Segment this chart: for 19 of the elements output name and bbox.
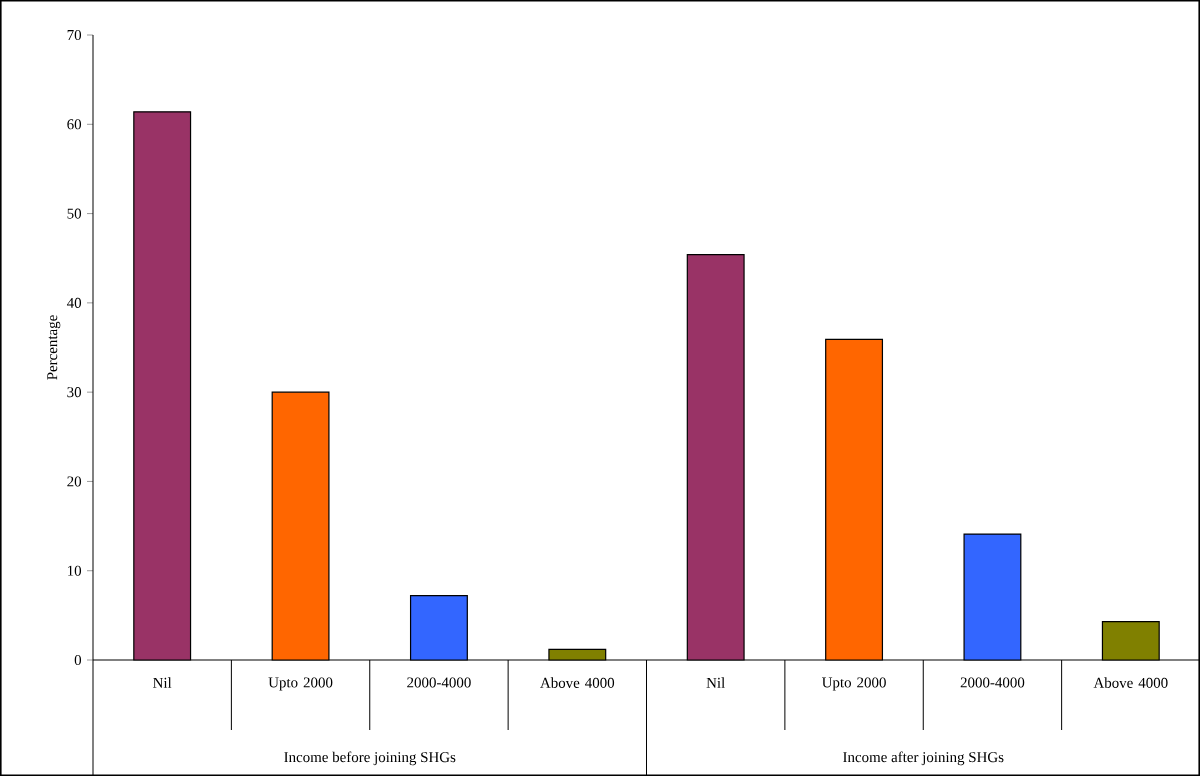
x-tick-label: Nil bbox=[153, 677, 172, 688]
text: Income after joining SHGs bbox=[843, 751, 1004, 766]
y-tick-label: 70 bbox=[67, 29, 82, 41]
y-tick-label: 10 bbox=[67, 565, 82, 576]
y-tick-label: 40 bbox=[66, 297, 82, 308]
x-tick-label: Upto 2000 bbox=[821, 677, 886, 691]
x-tick-label: Nil bbox=[706, 677, 725, 688]
x-tick-label: Upto 2000 bbox=[268, 677, 333, 691]
y-tick-label: 20 bbox=[67, 476, 82, 487]
x-tick-label: Above 4000 bbox=[1093, 677, 1168, 688]
text: Income before joining SHGs bbox=[284, 751, 456, 766]
y-tick-label: 30 bbox=[67, 387, 82, 398]
y-axis-title: Percentage bbox=[47, 315, 61, 380]
x-tick-label: 2000-4000 bbox=[960, 677, 1025, 688]
y-tick-label: 60 bbox=[67, 119, 82, 130]
y-tick-label: 50 bbox=[67, 208, 82, 219]
x-tick-label: 2000-4000 bbox=[407, 677, 471, 688]
x-tick-label: Above 4000 bbox=[540, 677, 615, 688]
y-tick-label: 0 bbox=[74, 654, 82, 666]
